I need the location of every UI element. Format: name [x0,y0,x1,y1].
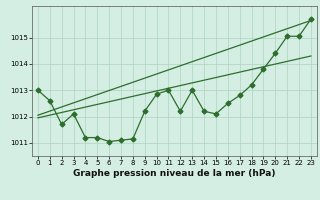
X-axis label: Graphe pression niveau de la mer (hPa): Graphe pression niveau de la mer (hPa) [73,169,276,178]
